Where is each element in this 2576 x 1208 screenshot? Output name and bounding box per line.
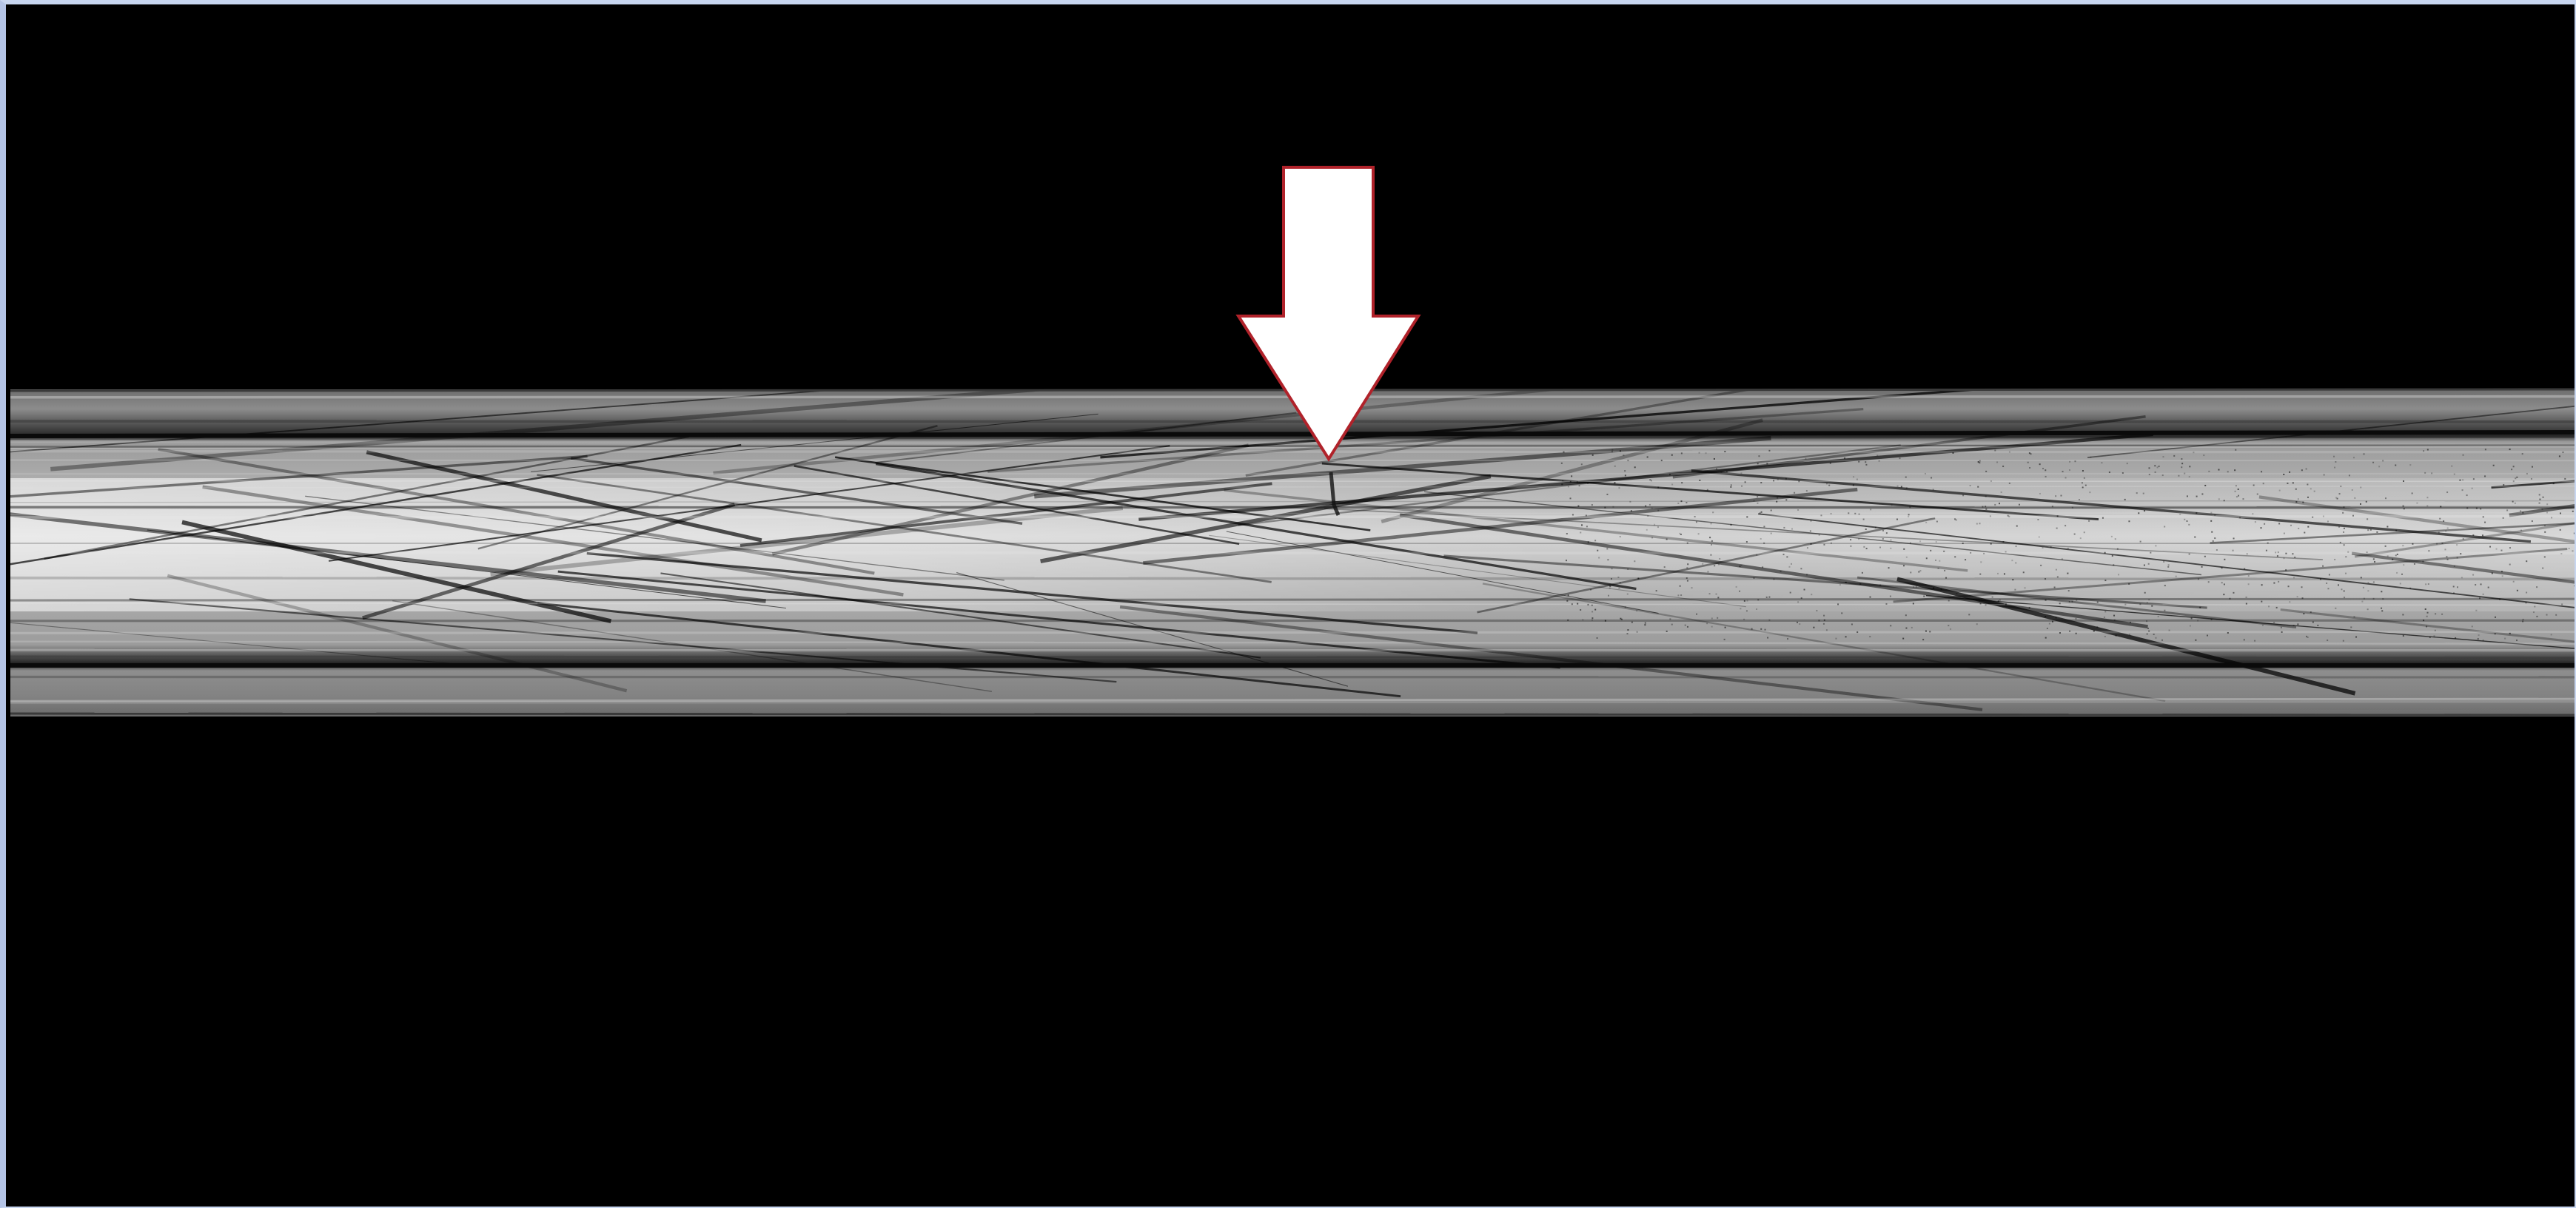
defect-mark — [1329, 472, 1341, 516]
xray-image — [6, 4, 2575, 1207]
image-viewport[interactable] — [6, 4, 2575, 1207]
pipe-specimen — [10, 388, 2575, 717]
down-arrow-icon — [1235, 166, 1421, 462]
